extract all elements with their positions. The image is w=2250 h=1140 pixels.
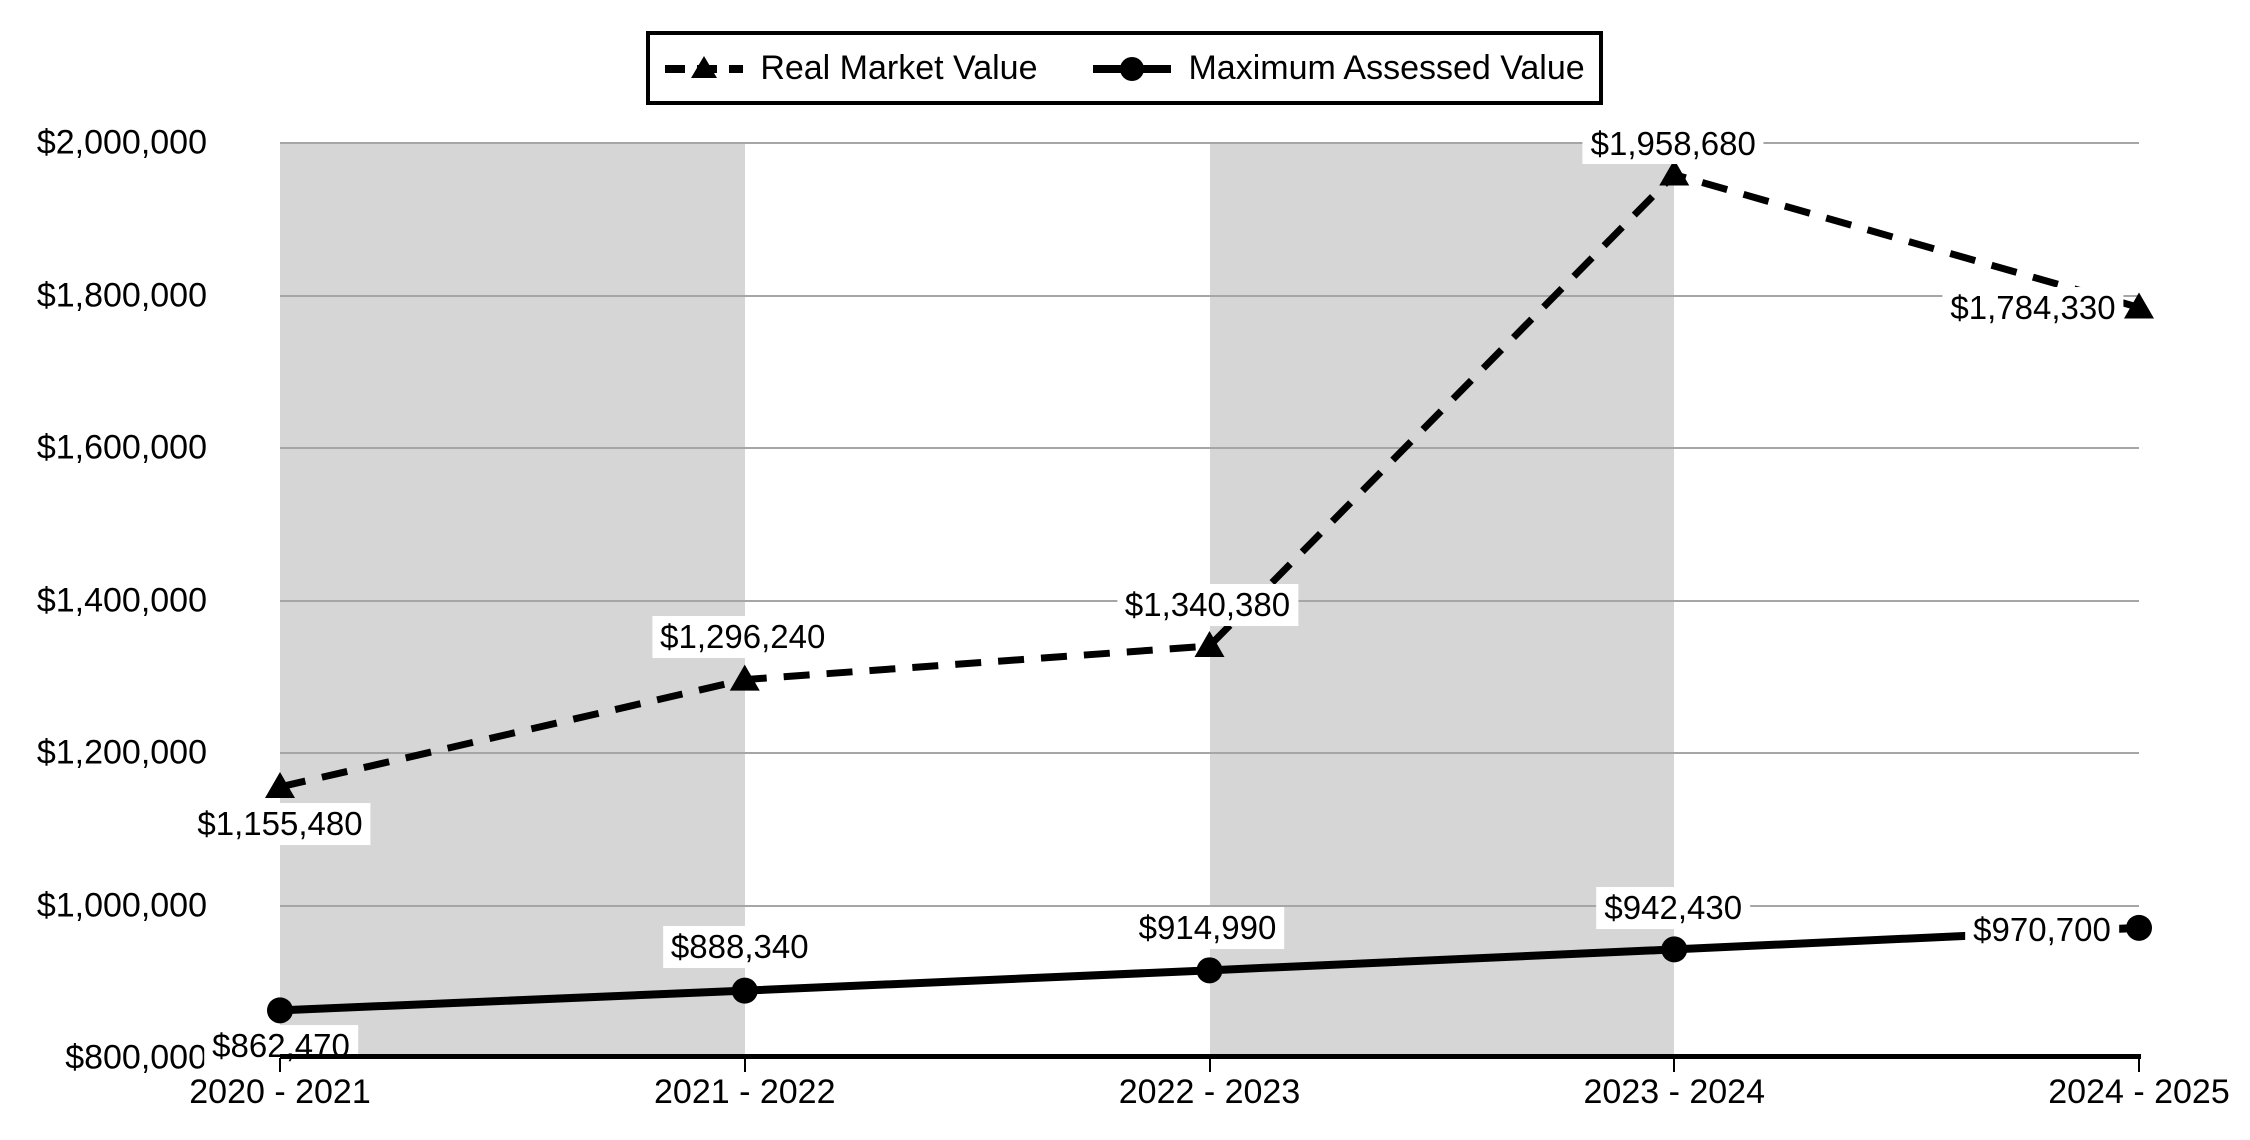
x-axis-tick — [279, 1058, 281, 1072]
marker-triangle — [2124, 292, 2154, 319]
y-axis-tick-label: $1,800,000 — [36, 276, 207, 314]
x-axis-tick — [743, 1058, 746, 1072]
legend-dashed-line-triangle-icon — [665, 56, 744, 78]
x-axis-tick-label: 2022 - 2023 — [1118, 1073, 1301, 1111]
legend: Real Market Value Maximum Assessed Value — [646, 31, 1603, 105]
data-label: $942,430 — [1596, 887, 1751, 930]
x-axis-tick-label: 2023 - 2024 — [1583, 1073, 1766, 1111]
marker-circle — [731, 977, 758, 1004]
x-axis-tick — [1673, 1058, 1676, 1072]
y-axis-tick-label: $2,000,000 — [36, 123, 207, 162]
x-axis-line — [280, 1054, 2141, 1059]
data-label: $1,296,240 — [652, 615, 834, 658]
x-axis-tick — [2138, 1058, 2140, 1072]
marker-circle — [1661, 936, 1688, 963]
data-label: $1,340,380 — [1116, 583, 1299, 626]
x-axis-tick-label: 2020 - 2021 — [189, 1073, 371, 1111]
data-label: $862,470 — [204, 1025, 358, 1068]
y-axis-tick-label: $1,600,000 — [36, 428, 207, 467]
y-axis-tick-label: $800,000 — [65, 1038, 207, 1077]
y-axis-tick-label: $1,200,000 — [36, 733, 207, 772]
legend-item-maximum-assessed-value: Maximum Assessed Value — [1092, 48, 1585, 88]
data-label: $970,700 — [1965, 908, 2119, 951]
x-axis-tick-label: 2021 - 2022 — [654, 1073, 836, 1111]
series-line-dashed — [279, 170, 2140, 791]
gridline — [280, 294, 2139, 297]
data-label: $914,990 — [1130, 907, 1285, 950]
x-axis-tick-label: 2024 - 2025 — [2048, 1073, 2230, 1111]
legend-solid-line-circle-icon — [1093, 57, 1172, 81]
y-axis-tick-label: $1,000,000 — [36, 886, 207, 924]
gridline — [280, 142, 2139, 144]
marker-circle — [267, 997, 293, 1024]
data-label: $1,958,680 — [1582, 122, 1764, 165]
data-label: $1,155,480 — [189, 802, 371, 845]
data-label: $888,340 — [662, 925, 817, 968]
legend-label-maximum-assessed-value: Maximum Assessed Value — [1188, 48, 1585, 87]
legend-item-real-market-value: Real Market Value — [664, 49, 1037, 88]
gridline — [280, 447, 2139, 449]
marker-triangle — [729, 664, 760, 691]
marker-triangle — [1194, 630, 1225, 657]
gridline — [280, 752, 2139, 754]
marker-triangle — [1659, 159, 1690, 186]
marker-circle — [2126, 914, 2152, 941]
marker-triangle — [265, 771, 295, 798]
legend-label-real-market-value: Real Market Value — [760, 48, 1038, 87]
y-axis-tick-label: $1,400,000 — [36, 581, 207, 619]
marker-circle — [1196, 957, 1223, 984]
gridline — [280, 904, 2139, 907]
series-lines — [265, 159, 2154, 1024]
data-label: $1,784,330 — [1942, 287, 2124, 330]
x-axis-tick — [1208, 1058, 1211, 1072]
